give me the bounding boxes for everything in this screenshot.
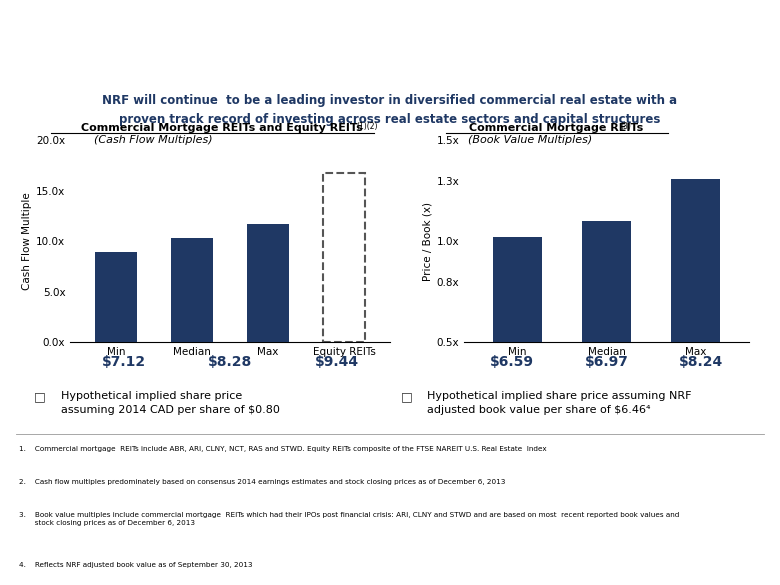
Bar [671,179,720,443]
Text: $6.97: $6.97 [584,356,629,369]
Text: □: □ [34,391,46,404]
Bar [95,252,136,342]
Polygon shape [51,39,73,47]
Polygon shape [37,53,45,75]
Y-axis label: Price / Book (x): Price / Book (x) [422,202,432,281]
Text: $8.24: $8.24 [679,356,724,369]
Polygon shape [9,39,31,47]
Text: Commercial Mortgage REITs and Equity REITs: Commercial Mortgage REITs and Equity REI… [81,123,363,133]
Text: Commercial Mortgage REITs: Commercial Mortgage REITs [469,123,644,133]
Text: (1)(2): (1)(2) [356,122,378,131]
Bar [493,238,542,443]
Text: Hypothetical implied share price
assuming 2014 CAD per share of $0.80: Hypothetical implied share price assumin… [61,391,279,415]
Bar [171,238,213,342]
Text: $7.12: $7.12 [101,356,146,369]
Bar [324,173,365,342]
Y-axis label: Cash Flow Multiple: Cash Flow Multiple [22,192,32,290]
Polygon shape [45,20,63,39]
Text: (Cash Flow Multiples): (Cash Flow Multiples) [94,135,212,144]
Text: 2.    Cash flow multiples predominately based on consensus 2014 earnings estimat: 2. Cash flow multiples predominately bas… [20,479,505,485]
Polygon shape [37,11,45,32]
Text: 10: 10 [752,68,766,78]
Text: 1.    Commercial mortgage  REITs include ABR, ARI, CLNY, NCT, RAS and STWD. Equi: 1. Commercial mortgage REITs include ABR… [20,446,547,452]
Polygon shape [45,47,63,66]
Text: $8.28: $8.28 [208,356,252,369]
Text: Hypothetical implied share price assuming NRF
adjusted book value per share of $: Hypothetical implied share price assumin… [427,391,692,415]
Text: □: □ [401,391,413,404]
Text: NRF Value Proposition: NRF Value Proposition [105,29,438,56]
Text: $6.59: $6.59 [490,356,534,369]
Text: NRF will continue  to be a leading investor in diversified commercial real estat: NRF will continue to be a leading invest… [102,94,678,126]
Polygon shape [19,47,37,66]
Bar [247,224,289,342]
Text: 4.    Reflects NRF adjusted book value as of September 30, 2013: 4. Reflects NRF adjusted book value as o… [20,562,253,568]
Bar [582,221,631,443]
Text: (3): (3) [620,122,631,131]
Polygon shape [19,20,37,39]
Text: $9.44: $9.44 [314,356,359,369]
Text: (Book Value Multiples): (Book Value Multiples) [468,135,592,144]
Text: 3.    Book value multiples include commercial mortgage  REITs which had their IP: 3. Book value multiples include commerci… [20,512,679,526]
